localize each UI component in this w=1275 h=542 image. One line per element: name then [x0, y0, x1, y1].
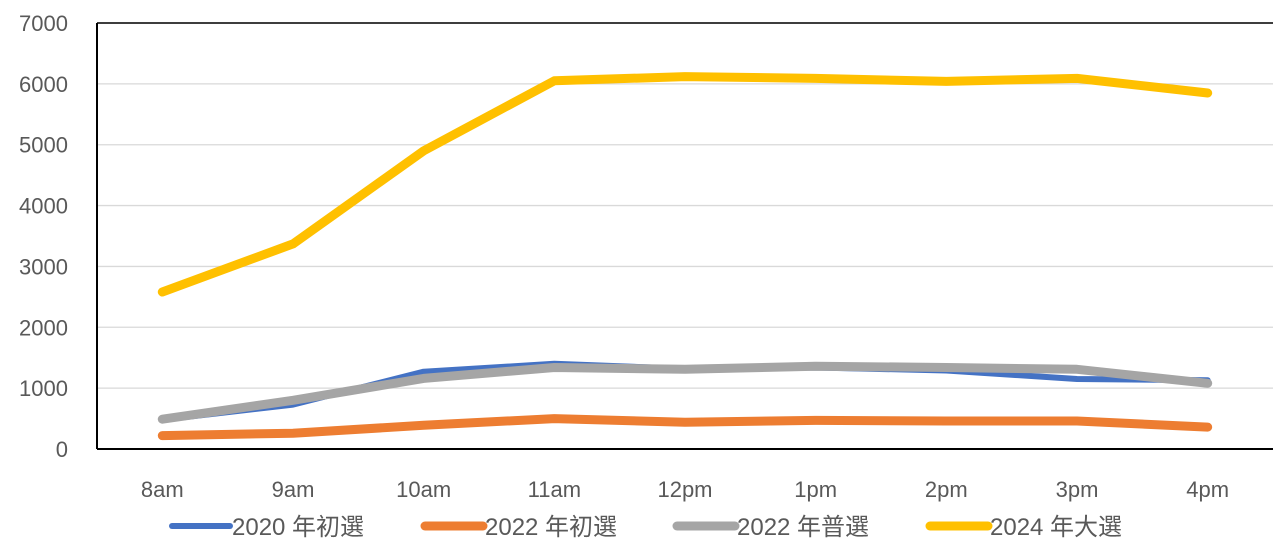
- x-tick-labels: 8am 9am 10am 11am 12pm 1pm 2pm 3pm 4pm: [141, 477, 1229, 502]
- series-line-3: [157, 361, 1213, 424]
- y-tick-labels: 0 1000 2000 3000 4000 5000 6000 7000: [19, 11, 68, 462]
- x-tick-label: 3pm: [1056, 477, 1099, 502]
- x-tick-label: 9am: [272, 477, 315, 502]
- axes: [96, 22, 1273, 450]
- x-tick-label: 8am: [141, 477, 184, 502]
- y-tick-label: 7000: [19, 11, 68, 36]
- y-tick-label: 3000: [19, 254, 68, 279]
- y-tick-label: 6000: [19, 72, 68, 97]
- x-tick-label: 11am: [528, 477, 581, 502]
- legend-label: 2020 年初選: [232, 514, 364, 541]
- legend-label: 2024 年大選: [990, 514, 1122, 541]
- x-tick-label: 4pm: [1186, 477, 1229, 502]
- x-tick-label: 1pm: [794, 477, 837, 502]
- y-tick-label: 5000: [19, 133, 68, 158]
- y-tick-label: 2000: [19, 315, 68, 340]
- y-tick-label: 0: [56, 437, 68, 462]
- series-line-4: [157, 72, 1213, 297]
- legend: 2020 年初選 2022 年初選 2022 年普選 2024 年大選: [169, 514, 1122, 541]
- y-tick-label: 4000: [19, 194, 68, 219]
- x-tick-label: 10am: [396, 477, 451, 502]
- x-tick-label: 12pm: [657, 477, 712, 502]
- legend-label: 2022 年普選: [737, 514, 869, 541]
- x-tick-label: 2pm: [925, 477, 968, 502]
- legend-label: 2022 年初選: [485, 514, 617, 541]
- y-tick-label: 1000: [19, 376, 68, 401]
- series-lines: [157, 72, 1213, 441]
- series-line-2: [157, 414, 1213, 441]
